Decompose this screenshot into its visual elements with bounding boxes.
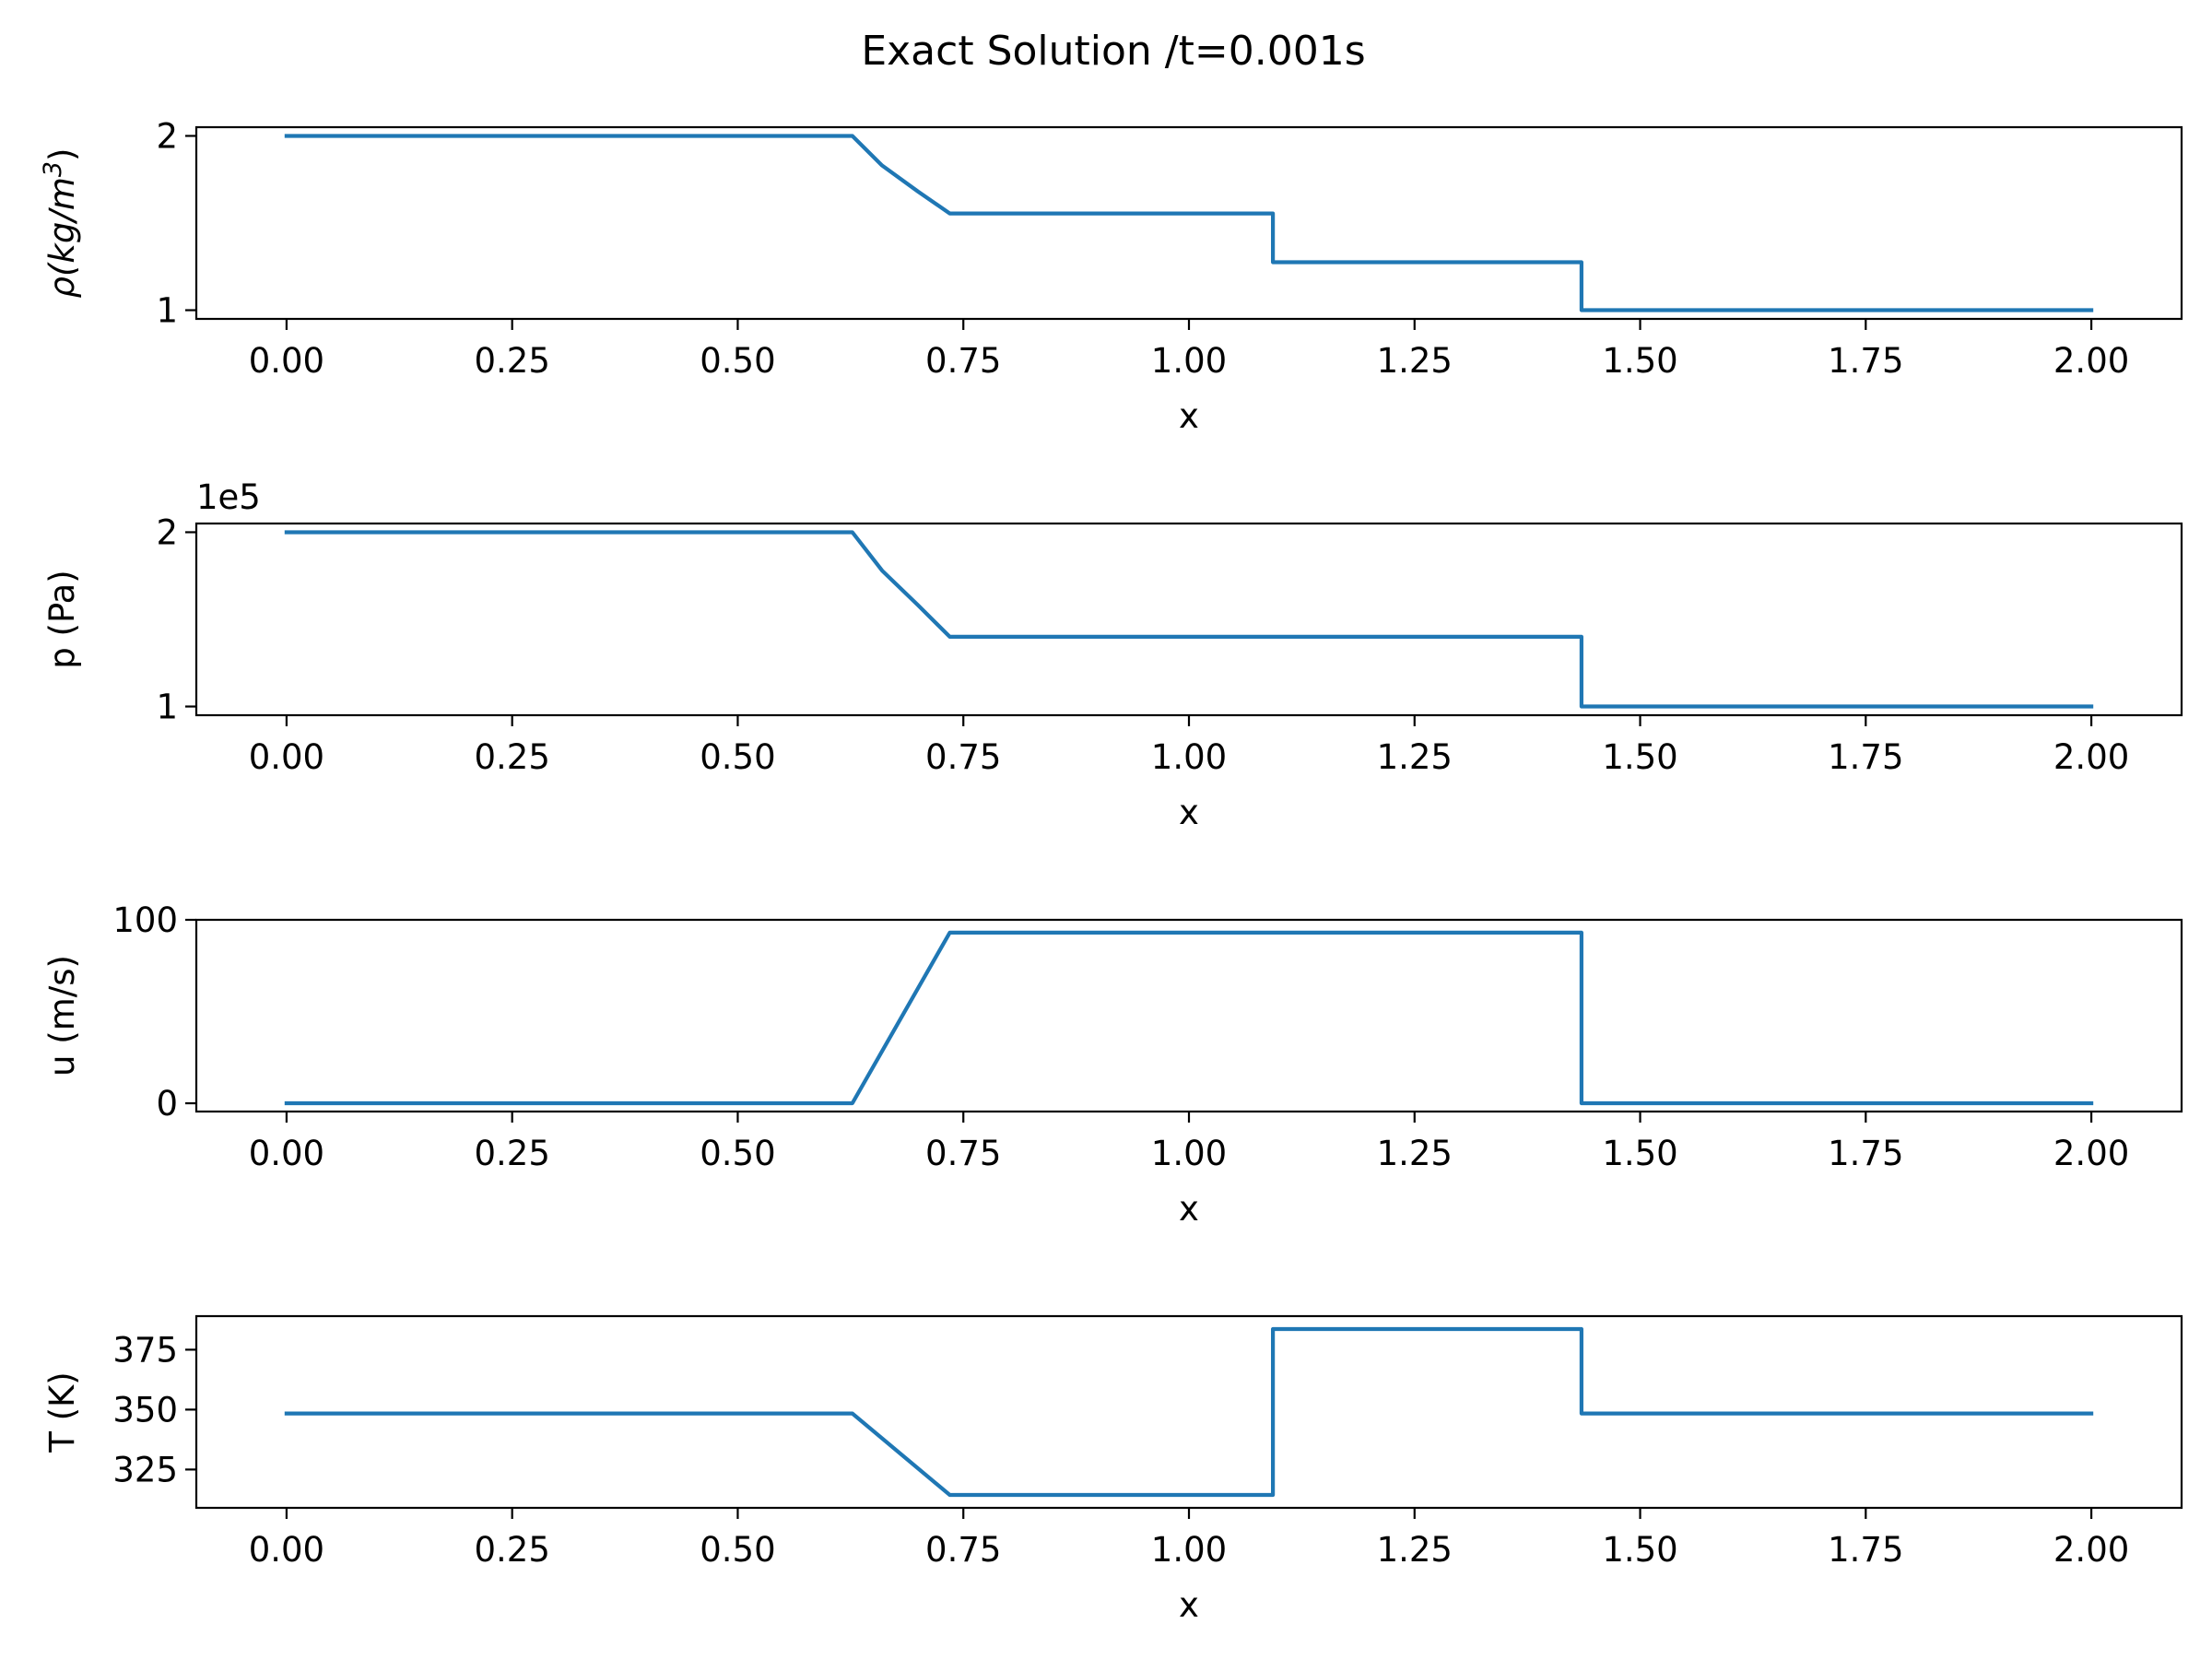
x-tick-label: 1.00 [1151, 1134, 1227, 1173]
panel-2: 0.00 0.25 0.50 0.75 1.00 1.25 1.50 1.75 2.00 1 2 x p… [42, 477, 2183, 832]
x-tick-label: 0.25 [474, 1134, 549, 1173]
axes-frame [194, 522, 2183, 717]
series-line [284, 1326, 2094, 1498]
x-tick-label: 2.00 [2053, 1530, 2129, 1570]
x-axis-label: x [1179, 1585, 1199, 1625]
x-tick-label: 0.50 [700, 737, 775, 777]
y-tick-label: 100 [112, 900, 178, 940]
x-tick-label: 0.50 [700, 341, 775, 381]
x-axis-label: x [1179, 793, 1199, 832]
y-axis-label: T (K) [42, 1371, 82, 1453]
x-tick-label: 0.75 [925, 737, 1001, 777]
x-tick-label: 1.25 [1377, 1134, 1453, 1173]
y-tick-label: 350 [112, 1390, 178, 1430]
x-tick-label: 1.00 [1151, 737, 1227, 777]
x-tick-label: 1.00 [1151, 1530, 1227, 1570]
y-tick-label: 1 [156, 688, 178, 727]
x-tick-label: 1.75 [1828, 341, 1903, 381]
series-line [284, 930, 2094, 1106]
x-tick-label: 1.75 [1828, 1134, 1903, 1173]
panel-3: 0.00 0.25 0.50 0.75 1.00 1.25 1.50 1.75 2.00 0 100… [42, 900, 2183, 1229]
panel-4: 0.00 0.25 0.50 0.75 1.00 1.25 1.50 1.75 2.00 325 3… [42, 1314, 2183, 1625]
panel-1: 0.00 0.25 0.50 0.75 1.00 1.25 1.50 1.75 2.00 1 2 x ρ… [39, 116, 2183, 436]
x-tick-label: 0.00 [249, 341, 324, 381]
x-tick-label: 1.25 [1377, 341, 1453, 381]
x-tick-label: 0.00 [249, 737, 324, 777]
x-tick-label: 0.25 [474, 1530, 549, 1570]
x-tick-label: 2.00 [2053, 737, 2129, 777]
y-axis-label: p (Pa) [42, 570, 82, 668]
axes-frame [194, 125, 2183, 321]
y-tick-label: 2 [156, 512, 178, 552]
x-tick-label: 2.00 [2053, 341, 2129, 381]
y-tick-label: 325 [112, 1450, 178, 1489]
x-tick-label: 1.25 [1377, 1530, 1453, 1570]
y-axis-label: ρ(kg/m3) [39, 148, 82, 299]
y-axis-label: u (m/s) [42, 955, 82, 1077]
y-tick-label: 1 [156, 291, 178, 331]
x-tick-label: 1.75 [1828, 737, 1903, 777]
x-tick-label: 0.50 [700, 1530, 775, 1570]
y-tick-label: 2 [156, 116, 178, 156]
x-tick-label: 1.50 [1602, 737, 1677, 777]
x-tick-label: 0.25 [474, 737, 549, 777]
x-tick-label: 0.75 [925, 341, 1001, 381]
x-tick-label: 0.50 [700, 1134, 775, 1173]
x-tick-label: 1.50 [1602, 341, 1677, 381]
x-tick-label: 1.25 [1377, 737, 1453, 777]
x-tick-label: 0.75 [925, 1530, 1001, 1570]
x-tick-label: 1.00 [1151, 341, 1227, 381]
x-tick-label: 0.75 [925, 1134, 1001, 1173]
y-tick-label: 375 [112, 1330, 178, 1370]
x-tick-label: 2.00 [2053, 1134, 2129, 1173]
x-tick-label: 0.00 [249, 1530, 324, 1570]
series-line [284, 134, 2094, 312]
x-tick-label: 1.50 [1602, 1530, 1677, 1570]
x-axis-label: x [1179, 1189, 1199, 1229]
x-tick-label: 0.25 [474, 341, 549, 381]
offset-text: 1e5 [196, 477, 261, 517]
x-axis-label: x [1179, 396, 1199, 436]
x-tick-label: 1.50 [1602, 1134, 1677, 1173]
x-tick-label: 0.00 [249, 1134, 324, 1173]
chart-title: Exact Solution /t=0.001s [861, 28, 1365, 75]
series-line [284, 530, 2094, 709]
x-tick-label: 1.75 [1828, 1530, 1903, 1570]
y-tick-label: 0 [156, 1084, 178, 1124]
axes-frame [194, 918, 2183, 1113]
